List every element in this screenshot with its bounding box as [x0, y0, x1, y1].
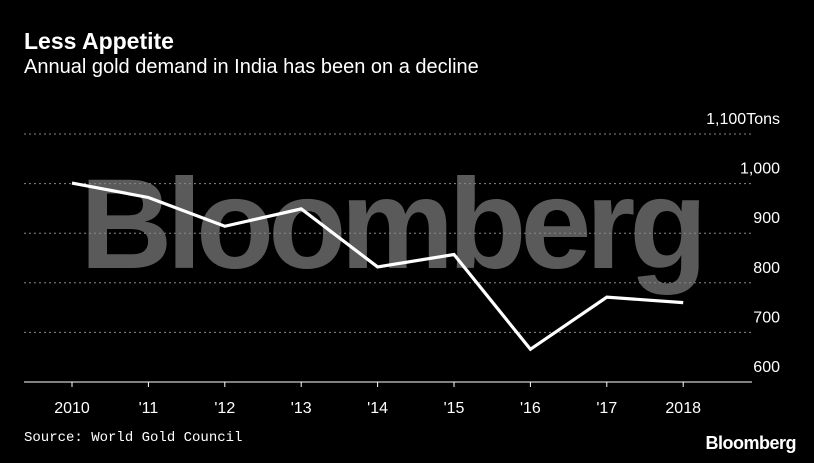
chart-subtitle: Annual gold demand in India has been on … [24, 56, 479, 78]
bloomberg-logo: Bloomberg [705, 433, 796, 453]
y-tick-label: 1,000 [740, 161, 780, 178]
x-tick-label: 2018 [665, 400, 701, 417]
source-note: Source: World Gold Council [24, 430, 243, 446]
chart-title: Less Appetite [24, 28, 174, 54]
x-tick-label: '12 [214, 400, 235, 417]
x-tick-label: '15 [444, 400, 465, 417]
y-tick-label: 900 [753, 210, 780, 227]
watermark-logo: Bloomberg [80, 153, 702, 296]
x-tick-label: '16 [520, 400, 541, 417]
y-tick-label: 800 [753, 260, 780, 277]
y-tick-label: 1,100Tons [706, 111, 780, 128]
x-tick-label: '13 [291, 400, 312, 417]
x-tick-label: '11 [139, 400, 159, 417]
x-tick-label: '14 [367, 400, 388, 417]
y-tick-label: 700 [753, 309, 780, 326]
x-tick-label: 2010 [54, 400, 90, 417]
y-tick-label: 600 [753, 359, 780, 376]
x-tick-label: '17 [596, 400, 617, 417]
